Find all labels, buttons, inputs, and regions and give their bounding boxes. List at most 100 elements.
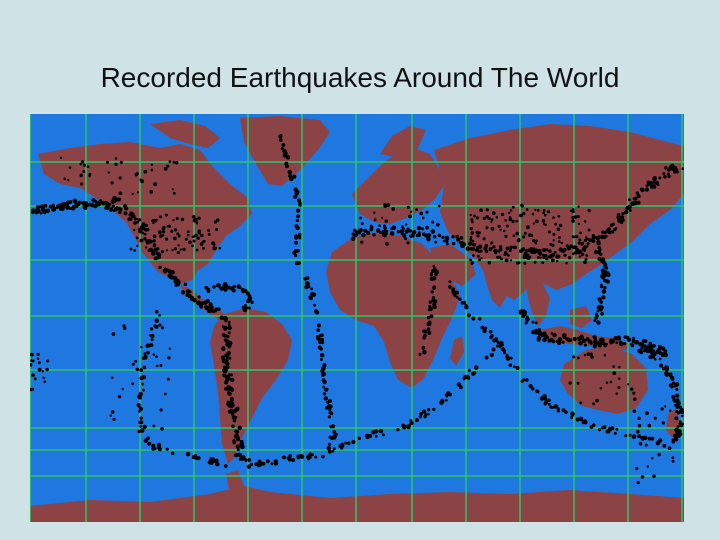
earthquake-dot	[631, 338, 635, 342]
earthquake-dot	[560, 241, 563, 245]
earthquake-dot	[649, 344, 653, 349]
earthquake-dot	[316, 336, 321, 341]
earthquake-dot	[561, 333, 567, 338]
earthquake-dot	[161, 326, 165, 330]
earthquake-dot	[332, 430, 337, 434]
earthquake-dot	[229, 373, 233, 377]
earthquake-dot	[667, 172, 670, 176]
earthquake-dot	[250, 462, 254, 466]
earthquake-dot	[621, 218, 625, 222]
earthquake-dot	[579, 401, 583, 405]
earthquake-dot	[154, 318, 160, 324]
earthquake-dot	[574, 251, 578, 255]
earthquake-dot	[166, 377, 170, 381]
earthquake-dot	[423, 414, 427, 419]
earthquake-dot	[637, 348, 642, 354]
earthquake-dot	[494, 337, 498, 341]
earthquake-dot	[402, 424, 407, 430]
earthquake-dot	[209, 308, 214, 313]
earthquake-dot	[150, 163, 153, 166]
earthquake-dot	[452, 292, 457, 297]
earthquake-dot	[600, 311, 604, 316]
earthquake-dot	[549, 242, 553, 246]
earthquake-dot	[321, 366, 326, 371]
earthquake-dot	[383, 202, 387, 207]
earthquake-dot	[67, 178, 70, 182]
earthquake-dot	[152, 239, 156, 243]
earthquake-dot	[224, 387, 228, 391]
earthquake-dot	[640, 475, 645, 479]
earthquake-dot	[329, 425, 333, 429]
earthquake-dot	[158, 313, 161, 317]
earthquake-dot	[65, 205, 70, 210]
earthquake-dot	[143, 352, 147, 356]
earthquake-dot	[667, 174, 671, 179]
earthquake-dot	[577, 336, 580, 340]
earthquake-dot	[88, 174, 91, 178]
earthquake-dot	[544, 253, 548, 257]
earthquake-dot	[247, 297, 251, 300]
landmass-arabia	[430, 244, 476, 286]
earthquake-dot	[595, 398, 599, 403]
earthquake-dot	[359, 216, 362, 220]
earthquake-dot	[451, 241, 456, 246]
earthquake-dot	[155, 251, 160, 256]
earthquake-dot	[562, 247, 567, 252]
earthquake-dot	[596, 241, 601, 246]
earthquake-dot	[159, 363, 163, 367]
earthquake-dot	[522, 235, 526, 239]
earthquake-dot	[168, 347, 171, 350]
earthquake-dot	[237, 425, 243, 431]
earthquake-dot	[153, 243, 156, 246]
earthquake-dot	[196, 236, 200, 240]
earthquake-dot	[603, 285, 607, 290]
earthquake-dot	[297, 198, 302, 203]
earthquake-dot	[146, 436, 150, 440]
earthquake-dot	[557, 214, 561, 218]
earthquake-dot	[522, 211, 526, 216]
earthquake-dot	[408, 229, 413, 233]
earthquake-dot	[591, 239, 596, 243]
earthquake-dot	[498, 342, 502, 346]
earthquake-dot	[676, 398, 680, 402]
earthquake-dot	[353, 228, 357, 232]
earthquake-dot	[681, 414, 684, 418]
earthquake-dot	[664, 166, 668, 170]
earthquake-dot	[82, 163, 87, 167]
earthquake-dot	[129, 218, 133, 221]
earthquake-dot	[586, 242, 590, 246]
earthquake-dot	[508, 363, 513, 367]
earthquake-dot	[596, 309, 600, 313]
earthquake-dot	[236, 436, 240, 440]
earthquake-dot	[428, 307, 433, 311]
earthquake-dot	[577, 222, 581, 226]
earthquake-dot	[523, 252, 527, 256]
earthquake-dot	[572, 235, 575, 239]
earthquake-dot	[579, 231, 582, 235]
earthquake-dot	[310, 287, 314, 291]
earthquake-dot	[370, 225, 374, 229]
earthquake-dot	[667, 446, 672, 451]
earthquake-dot	[153, 219, 157, 223]
earthquake-dot	[484, 355, 489, 360]
earthquake-dot	[150, 338, 154, 342]
earthquake-dot	[556, 227, 561, 232]
earthquake-dot	[585, 244, 589, 248]
earthquake-dot	[282, 149, 287, 154]
earthquake-dot	[188, 290, 192, 294]
earthquake-dot	[298, 203, 302, 207]
earthquake-dot	[541, 218, 546, 223]
earthquake-dot	[234, 415, 238, 419]
earthquake-dot	[462, 377, 466, 381]
earthquake-dot	[623, 342, 627, 346]
earthquake-dot	[157, 447, 162, 452]
earthquake-dot	[147, 249, 151, 253]
earthquake-dot	[226, 285, 230, 290]
earthquake-dot	[281, 143, 286, 148]
earthquake-dot	[599, 285, 604, 289]
earthquake-dot	[567, 246, 571, 250]
earthquake-dot	[136, 217, 139, 221]
earthquake-dot	[471, 316, 476, 321]
earthquake-dot	[59, 156, 63, 159]
earthquake-dot	[477, 317, 482, 321]
